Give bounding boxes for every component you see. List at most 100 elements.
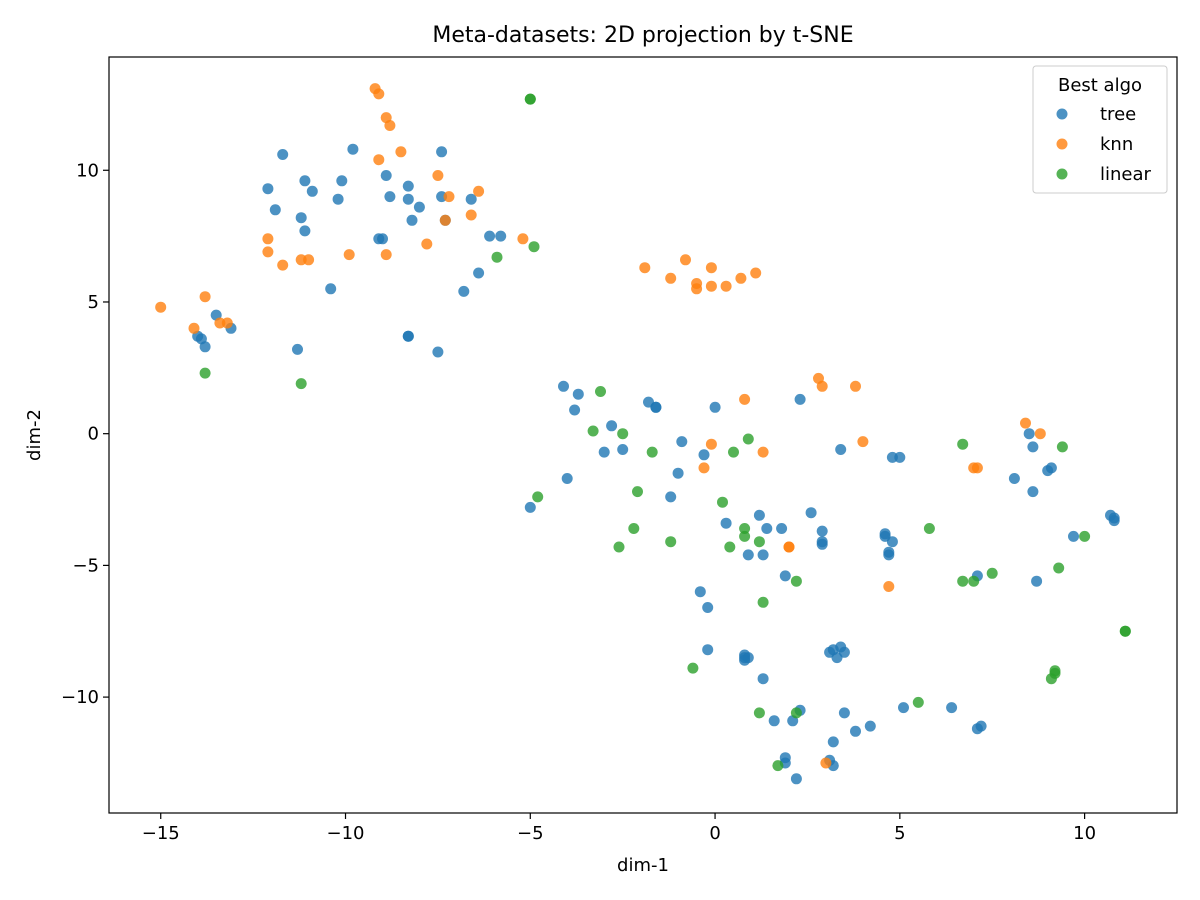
point-tree-34	[484, 230, 496, 242]
point-tree-112	[1108, 515, 1120, 527]
point-tree-62	[757, 549, 769, 561]
legend-label-knn: knn	[1100, 134, 1133, 155]
point-linear-4	[524, 93, 536, 105]
point-tree-61	[753, 509, 765, 521]
point-linear-33	[986, 567, 998, 579]
point-tree-16	[347, 143, 359, 155]
point-linear-1	[295, 378, 307, 390]
y-tick-label: −5	[72, 555, 99, 576]
point-tree-37	[569, 404, 581, 416]
point-knn-43	[820, 757, 832, 769]
point-tree-25	[406, 214, 418, 226]
point-linear-10	[617, 428, 629, 440]
point-linear-25	[772, 760, 784, 772]
point-linear-16	[717, 496, 728, 508]
point-knn-19	[432, 170, 444, 181]
point-knn-20	[439, 214, 451, 226]
point-tree-48	[672, 467, 684, 479]
point-tree-14	[332, 193, 344, 205]
point-knn-36	[705, 438, 717, 450]
point-linear-7	[587, 425, 599, 437]
point-linear-30	[957, 438, 969, 450]
point-tree-27	[432, 346, 444, 358]
point-tree-75	[816, 525, 828, 537]
point-tree-71	[790, 773, 802, 785]
point-tree-97	[898, 702, 909, 714]
point-linear-0	[199, 367, 211, 379]
point-tree-50	[694, 586, 706, 598]
point-tree-6	[269, 204, 281, 216]
point-linear-32	[968, 575, 980, 587]
point-linear-36	[1049, 665, 1061, 677]
point-linear-23	[753, 707, 765, 719]
point-knn-27	[680, 254, 691, 266]
point-linear-18	[728, 446, 739, 458]
point-linear-31	[957, 575, 969, 587]
y-tick-label: 0	[88, 424, 99, 445]
point-tree-13	[325, 283, 337, 295]
point-linear-19	[739, 530, 751, 542]
x-tick-label: 10	[1073, 823, 1096, 844]
point-linear-21	[742, 433, 754, 445]
point-linear-14	[665, 536, 677, 548]
point-tree-47	[665, 491, 677, 503]
x-tick-label: 0	[709, 823, 720, 844]
point-tree-39	[561, 473, 573, 484]
point-knn-40	[783, 541, 795, 553]
point-tree-7	[277, 149, 289, 160]
legend-marker-linear	[1056, 168, 1068, 180]
point-tree-9	[295, 212, 307, 224]
point-knn-18	[421, 238, 433, 250]
point-linear-5	[528, 241, 540, 253]
point-knn-31	[705, 262, 717, 274]
point-tree-36	[558, 380, 569, 392]
point-tree-105	[1027, 486, 1039, 498]
x-tick-label: −5	[517, 823, 544, 844]
point-knn-0	[155, 301, 167, 313]
point-tree-103	[1023, 428, 1035, 440]
point-tree-104	[1027, 441, 1039, 453]
point-tree-51	[698, 449, 710, 461]
point-tree-65	[768, 715, 780, 727]
point-tree-74	[805, 507, 817, 519]
point-linear-38	[1056, 441, 1068, 453]
point-tree-82	[827, 736, 839, 748]
point-tree-106	[1031, 575, 1043, 587]
point-tree-87	[838, 646, 850, 658]
point-knn-9	[303, 254, 315, 266]
point-tree-59	[742, 652, 754, 664]
point-tree-64	[761, 523, 773, 534]
point-tree-22	[402, 193, 414, 205]
x-axis: −15 −10 −5 0 5 10	[142, 813, 1096, 844]
point-tree-63	[757, 673, 769, 685]
chart-title: Meta-datasets: 2D projection by t-SNE	[432, 23, 853, 48]
point-tree-10	[299, 175, 311, 187]
point-linear-17	[724, 541, 736, 553]
point-linear-24	[757, 596, 769, 608]
point-tree-73	[794, 393, 806, 405]
point-knn-1	[188, 322, 200, 334]
point-linear-39	[1079, 530, 1091, 542]
point-knn-48	[971, 462, 983, 474]
legend-label-tree: tree	[1100, 104, 1136, 125]
point-tree-86	[838, 707, 850, 719]
point-tree-28	[436, 146, 448, 158]
point-tree-109	[1068, 530, 1079, 542]
point-knn-13	[373, 154, 385, 166]
point-linear-26	[790, 575, 802, 587]
point-knn-26	[665, 272, 677, 284]
y-tick-label: 10	[76, 160, 99, 181]
point-knn-22	[465, 209, 477, 221]
point-tree-102	[1008, 473, 1020, 484]
point-tree-67	[779, 570, 791, 582]
legend-entries: tree knn linear	[1056, 104, 1152, 185]
point-tree-32	[465, 193, 477, 205]
point-tree-96	[894, 451, 906, 463]
point-tree-40	[524, 501, 536, 513]
point-linear-28	[912, 696, 924, 708]
point-knn-29	[691, 283, 703, 295]
point-knn-5	[262, 233, 274, 245]
point-linear-9	[613, 541, 625, 553]
point-tree-108	[1045, 462, 1057, 474]
y-axis-label: dim-2	[24, 409, 45, 461]
